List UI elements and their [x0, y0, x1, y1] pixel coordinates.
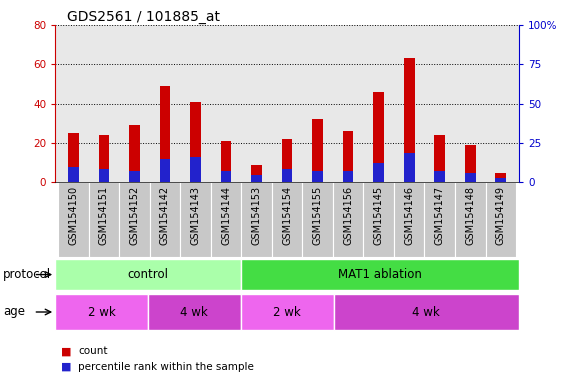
Bar — [68, 133, 79, 182]
Bar — [129, 170, 140, 182]
Bar — [180, 182, 211, 257]
Text: GSM154151: GSM154151 — [99, 186, 109, 245]
Bar — [374, 163, 384, 182]
Bar — [404, 153, 415, 182]
Bar — [374, 92, 384, 182]
Bar — [333, 182, 364, 257]
Bar — [55, 259, 241, 290]
Bar — [89, 182, 119, 257]
Bar — [119, 182, 150, 257]
Text: GSM154155: GSM154155 — [313, 186, 322, 245]
Bar — [425, 182, 455, 257]
Bar — [211, 182, 241, 257]
Text: control: control — [128, 268, 168, 281]
Bar — [495, 172, 506, 182]
Bar — [434, 170, 445, 182]
Text: protocol: protocol — [3, 268, 51, 281]
Bar — [160, 86, 171, 182]
Text: GSM154148: GSM154148 — [465, 186, 475, 245]
Bar — [434, 135, 445, 182]
Bar — [148, 294, 241, 330]
Text: 2 wk: 2 wk — [273, 306, 301, 318]
Text: GSM154152: GSM154152 — [129, 186, 139, 245]
Bar — [343, 131, 353, 182]
Text: 4 wk: 4 wk — [180, 306, 208, 318]
Text: GSM154156: GSM154156 — [343, 186, 353, 245]
Bar — [272, 182, 302, 257]
Bar — [455, 182, 485, 257]
Text: GSM154144: GSM154144 — [221, 186, 231, 245]
Text: GSM154146: GSM154146 — [404, 186, 414, 245]
Bar — [465, 172, 476, 182]
Bar — [190, 102, 201, 182]
Text: GSM154143: GSM154143 — [190, 186, 201, 245]
Bar — [394, 182, 425, 257]
Bar — [241, 294, 334, 330]
Bar — [364, 182, 394, 257]
Bar — [251, 165, 262, 182]
Bar — [160, 159, 171, 182]
Bar — [99, 135, 109, 182]
Text: 2 wk: 2 wk — [88, 306, 115, 318]
Bar — [68, 167, 79, 182]
Bar — [495, 179, 506, 182]
Bar — [334, 294, 519, 330]
Bar — [251, 174, 262, 182]
Bar — [282, 169, 292, 182]
Bar — [485, 182, 516, 257]
Bar — [241, 182, 272, 257]
Bar — [129, 125, 140, 182]
Bar — [312, 170, 323, 182]
Text: count: count — [78, 346, 108, 356]
Text: GSM154145: GSM154145 — [374, 186, 384, 245]
Text: 4 wk: 4 wk — [412, 306, 440, 318]
Bar — [312, 119, 323, 182]
Bar — [241, 259, 519, 290]
Bar — [190, 157, 201, 182]
Text: GSM154154: GSM154154 — [282, 186, 292, 245]
Text: ■: ■ — [61, 362, 71, 372]
Bar — [302, 182, 333, 257]
Text: GSM154150: GSM154150 — [68, 186, 78, 245]
Text: GDS2561 / 101885_at: GDS2561 / 101885_at — [67, 10, 220, 23]
Bar — [343, 170, 353, 182]
Bar — [150, 182, 180, 257]
Text: GSM154147: GSM154147 — [435, 186, 445, 245]
Bar — [465, 145, 476, 182]
Bar — [55, 294, 148, 330]
Bar — [58, 182, 89, 257]
Text: age: age — [3, 306, 25, 318]
Bar — [282, 139, 292, 182]
Bar — [99, 169, 109, 182]
Bar — [221, 170, 231, 182]
Text: GSM154142: GSM154142 — [160, 186, 170, 245]
Text: MAT1 ablation: MAT1 ablation — [338, 268, 422, 281]
Text: GSM154153: GSM154153 — [252, 186, 262, 245]
Text: ■: ■ — [61, 346, 71, 356]
Bar — [221, 141, 231, 182]
Text: percentile rank within the sample: percentile rank within the sample — [78, 362, 254, 372]
Bar — [404, 58, 415, 182]
Text: GSM154149: GSM154149 — [496, 186, 506, 245]
